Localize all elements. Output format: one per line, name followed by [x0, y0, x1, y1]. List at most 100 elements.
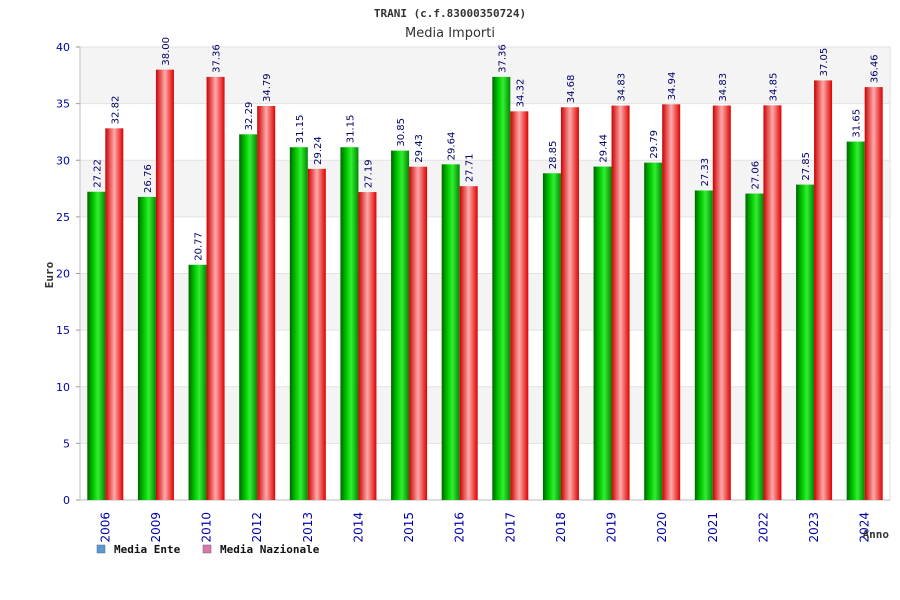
data-label: 30.85 [396, 118, 407, 147]
data-label: 29.64 [447, 132, 458, 161]
data-label: 29.43 [414, 134, 425, 163]
bar-media-nazionale-2014 [358, 192, 377, 501]
x-tick-label: 2016 [453, 512, 467, 543]
data-label: 27.22 [92, 159, 103, 188]
data-label: 27.19 [363, 159, 374, 188]
bar-media-nazionale-2018 [560, 107, 579, 501]
y-tick-label: 5 [63, 437, 70, 450]
data-label: 32.82 [110, 96, 121, 125]
bars [87, 69, 883, 501]
y-axis-label: Euro [43, 261, 56, 288]
bar-media-nazionale-2016 [459, 186, 478, 500]
bar-media-nazionale-2012 [257, 106, 276, 501]
bar-media-nazionale-2017 [510, 111, 529, 501]
bar-media-ente-2006 [87, 191, 106, 500]
bar-media-ente-2018 [542, 173, 561, 500]
y-tick-label: 0 [63, 494, 70, 507]
data-label: 20.77 [194, 232, 205, 261]
legend: Media Ente Media Nazionale [96, 543, 320, 556]
bar-media-nazionale-2022 [763, 105, 782, 500]
y-tick-label: 20 [56, 268, 70, 281]
data-label: 34.79 [262, 73, 273, 102]
data-label: 37.36 [497, 44, 508, 73]
data-label: 27.06 [750, 161, 761, 190]
x-tick-label: 2015 [402, 512, 416, 543]
bar-media-ente-2014 [340, 147, 359, 500]
y-tick-label: 25 [56, 211, 70, 224]
y-tick-label: 40 [56, 41, 70, 54]
x-tick-label: 2024 [858, 512, 872, 543]
x-tick-label: 2010 [200, 512, 214, 543]
legend-swatch [96, 544, 106, 554]
y-tick-label: 30 [56, 154, 70, 167]
chart-title: TRANI (c.f.83000350724) [374, 7, 526, 20]
x-tick-label: 2021 [706, 512, 720, 543]
data-label: 34.83 [718, 73, 729, 102]
bar-media-ente-2024 [846, 141, 865, 500]
bar-media-nazionale-2020 [662, 104, 681, 500]
x-tick-label: 2019 [605, 512, 619, 543]
data-label: 29.24 [313, 136, 324, 165]
data-label: 34.68 [566, 75, 577, 104]
bar-media-nazionale-2010 [206, 76, 225, 500]
data-label: 31.15 [345, 115, 356, 144]
data-label: 27.85 [801, 152, 812, 181]
bar-media-nazionale-2024 [864, 87, 883, 500]
x-tick-label: 2022 [756, 512, 770, 543]
bar-media-nazionale-2015 [409, 166, 428, 500]
data-label: 28.85 [548, 141, 559, 170]
data-label: 34.83 [617, 73, 628, 102]
data-label: 38.00 [161, 37, 172, 66]
data-label: 31.65 [852, 109, 863, 138]
bar-media-ente-2013 [289, 147, 308, 500]
bar-media-nazionale-2013 [307, 168, 326, 500]
data-label: 32.29 [244, 102, 255, 131]
data-label: 36.46 [870, 54, 881, 83]
bar-media-ente-2016 [441, 164, 460, 500]
legend-label: Media Nazionale [220, 543, 320, 556]
data-label: 37.05 [819, 48, 830, 77]
bar-media-ente-2017 [492, 76, 511, 500]
data-label: 29.44 [599, 134, 610, 163]
bar-media-ente-2012 [239, 134, 258, 501]
data-label: 34.94 [667, 72, 678, 101]
bar-media-nazionale-2006 [105, 128, 124, 500]
y-tick-label: 15 [56, 324, 70, 337]
bar-media-ente-2022 [745, 193, 764, 500]
x-tick-label: 2006 [98, 512, 112, 543]
legend-label: Media Ente [114, 543, 181, 556]
data-labels: 27.22 32.82 26.76 38.00 20.77 37.36 32.29 34.79… [92, 37, 880, 261]
data-label: 31.15 [295, 115, 306, 144]
data-label: 26.76 [143, 164, 154, 193]
data-label: 34.85 [768, 73, 779, 102]
bar-media-ente-2019 [593, 166, 612, 501]
bar-media-ente-2021 [694, 190, 713, 501]
legend-swatch [202, 544, 212, 554]
bar-media-nazionale-2021 [712, 105, 731, 501]
bar-media-nazionale-2023 [814, 80, 833, 500]
data-label: 27.71 [465, 154, 476, 183]
bar-media-ente-2015 [391, 150, 410, 500]
x-axis-ticks: 2006 2009 2010 2012 2013 2014 2015 2016 2017 2018… [98, 512, 871, 543]
data-label: 37.36 [212, 44, 223, 73]
y-tick-label: 10 [56, 381, 70, 394]
bar-media-ente-2020 [644, 162, 663, 501]
bar-media-ente-2010 [188, 264, 207, 500]
bar-media-nazionale-2009 [155, 69, 174, 501]
bar-media-ente-2009 [137, 196, 156, 500]
x-tick-label: 2014 [351, 512, 365, 543]
x-tick-label: 2020 [655, 512, 669, 543]
data-label: 27.33 [700, 158, 711, 187]
x-tick-label: 2009 [149, 512, 163, 543]
x-tick-label: 2012 [250, 512, 264, 543]
bar-media-nazionale-2019 [611, 105, 630, 501]
x-axis-label: Anno [863, 528, 890, 541]
x-tick-label: 2018 [554, 512, 568, 543]
data-label: 29.79 [649, 130, 660, 159]
data-label: 34.32 [515, 79, 526, 108]
y-tick-label: 35 [56, 98, 70, 111]
chart-subtitle: Media Importi [405, 26, 495, 41]
x-tick-label: 2023 [807, 512, 821, 543]
bar-media-ente-2023 [796, 184, 815, 500]
